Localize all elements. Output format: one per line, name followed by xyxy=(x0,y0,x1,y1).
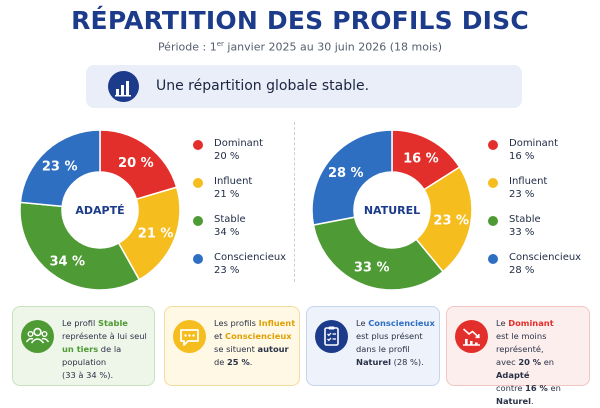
insight-card-influent: Les profils Influent et Consciencieux se… xyxy=(164,306,300,386)
slice-consciencieux xyxy=(311,129,393,226)
legend-value: 16 % xyxy=(509,151,535,162)
legend-label: Dominant xyxy=(214,138,264,149)
card-text: Le profil Stable représente à lui seul u… xyxy=(62,318,147,380)
page-title: RÉPARTITION DES PROFILS DISC xyxy=(71,6,529,35)
legend-swatch xyxy=(488,254,498,264)
slice-label-stable: 33 % xyxy=(354,260,390,275)
legend-value: 34 % xyxy=(214,227,240,238)
slice-label-stable: 34 % xyxy=(49,254,85,269)
slice-stable xyxy=(312,216,445,291)
legend-label: Consciencieux xyxy=(509,252,582,263)
legend-label: Influent xyxy=(214,176,253,187)
legend-value: 28 % xyxy=(509,265,535,276)
legend-value: 23 % xyxy=(509,189,535,200)
charts-area: 20 % 21 % 34 % 23 % ADAPTÉ 16 % 23 % 33 % 28 % NA… xyxy=(19,129,473,291)
legend-value: 20 % xyxy=(214,151,240,162)
clipboard-icon xyxy=(315,320,348,353)
legend-value: 21 % xyxy=(214,189,240,200)
legend-item-influent: Influent 21 % xyxy=(193,176,293,206)
legend-item-influent: Influent 23 % xyxy=(488,176,588,206)
slice-label-dominant: 16 % xyxy=(403,151,439,166)
slice-label-influent: 21 % xyxy=(138,227,174,242)
slice-consciencieux xyxy=(19,129,101,208)
page-subtitle: Période : 1er janvier 2025 au 30 juin 20… xyxy=(0,40,600,54)
donut-hole xyxy=(354,172,430,248)
legend-item-stable: Stable 34 % xyxy=(193,214,293,244)
legend-label: Dominant xyxy=(509,138,559,149)
subtitle-prefix: Période : 1 xyxy=(157,40,217,54)
legend-swatch xyxy=(488,140,498,150)
legend-label: Stable xyxy=(509,214,541,225)
legend-label: Stable xyxy=(214,214,246,225)
chart-divider xyxy=(294,122,295,282)
slice-influent xyxy=(117,186,181,281)
subtitle-superscript: er xyxy=(216,40,224,48)
banner-text: Une répartition globale stable. xyxy=(156,78,370,94)
legend-swatch xyxy=(193,140,203,150)
legend-swatch xyxy=(193,254,203,264)
legend-item-dominant: Dominant 16 % xyxy=(488,138,588,168)
legend-item-consciencieux: Consciencieux 23 % xyxy=(193,252,293,282)
legend-swatch xyxy=(193,178,203,188)
chat-icon xyxy=(173,320,206,353)
legend-swatch xyxy=(488,178,498,188)
group-icon xyxy=(21,320,54,353)
donut-hole xyxy=(62,172,138,248)
legend-label: Influent xyxy=(509,176,548,187)
slice-label-influent: 23 % xyxy=(433,213,469,228)
insight-card-stable: Le profil Stable représente à lui seul u… xyxy=(12,306,155,386)
legend-value: 33 % xyxy=(509,227,535,238)
slice-label-consciencieux: 23 % xyxy=(42,160,78,175)
legend-value: 23 % xyxy=(214,265,240,276)
card-text: Le Consciencieux est plus présent dans l… xyxy=(356,318,435,367)
summary-banner: Une répartition globale stable. xyxy=(86,65,522,108)
legend-item-dominant: Dominant 20 % xyxy=(193,138,293,168)
insight-card-dominant: Le Dominant est le moins représenté, ave… xyxy=(446,306,590,406)
subtitle-suffix: janvier 2025 au 30 juin 2026 (18 mois) xyxy=(223,40,443,54)
legend-swatch xyxy=(488,216,498,226)
legend-item-stable: Stable 33 % xyxy=(488,214,588,244)
legend-label: Consciencieux xyxy=(214,252,287,263)
legend-swatch xyxy=(193,216,203,226)
slice-influent xyxy=(415,166,473,273)
card-text: Les profils Influent et Consciencieux se… xyxy=(214,318,296,367)
slice-label-dominant: 20 % xyxy=(118,156,154,171)
insight-card-consciencieux: Le Consciencieux est plus présent dans l… xyxy=(306,306,440,386)
card-text: Le Dominant est le moins représenté, ave… xyxy=(496,318,561,406)
donut-center-label: NATUREL xyxy=(364,204,420,217)
bar-chart-icon xyxy=(108,71,139,102)
trend-down-icon xyxy=(455,320,488,353)
legend-item-consciencieux: Consciencieux 28 % xyxy=(488,252,588,282)
slice-label-consciencieux: 28 % xyxy=(328,166,364,181)
donut-center-label: ADAPTÉ xyxy=(75,204,124,217)
slice-stable xyxy=(19,201,141,291)
